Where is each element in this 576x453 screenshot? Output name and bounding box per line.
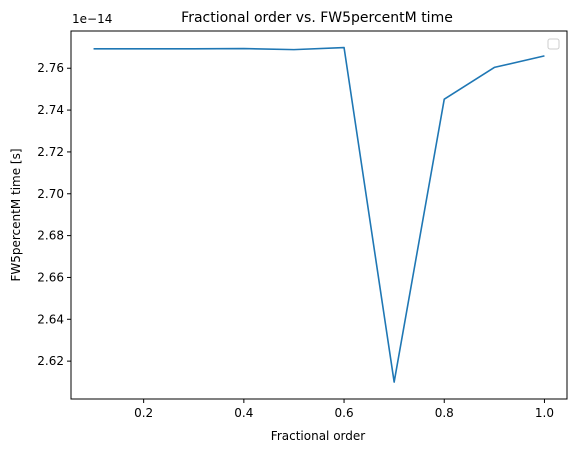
- x-tick-label: 0.8: [435, 406, 454, 420]
- x-tick-label: 0.2: [134, 406, 153, 420]
- y-axis-ticks: 2.62 2.64 2.66 2.68 2.70 2.72 2.74 2.76: [37, 61, 71, 368]
- x-axis-ticks: 0.2 0.4 0.6 0.8 1.0: [134, 399, 554, 420]
- series-line: [93, 46, 545, 383]
- y-tick-label: 2.64: [37, 312, 64, 326]
- y-tick-label: 2.74: [37, 103, 64, 117]
- legend-box: [547, 38, 560, 50]
- chart-title: Fractional order vs. FW5percentM time: [181, 10, 453, 26]
- x-axis-label: Fractional order: [271, 429, 365, 443]
- y-tick-label: 2.62: [37, 354, 64, 368]
- x-tick-label: 1.0: [535, 406, 554, 420]
- plot-frame: [70, 30, 568, 400]
- y-tick-label: 2.76: [37, 61, 64, 75]
- series-group: [93, 46, 545, 383]
- x-tick-label: 0.6: [335, 406, 354, 420]
- y-tick-label: 2.72: [37, 145, 64, 159]
- y-axis-offset-label: 1e−14: [72, 12, 112, 26]
- y-tick-label: 2.70: [37, 187, 64, 201]
- y-axis-label: FW5percentM time [s]: [9, 148, 23, 281]
- y-tick-label: 2.66: [37, 270, 64, 284]
- x-tick-label: 0.4: [234, 406, 253, 420]
- y-tick-label: 2.68: [37, 229, 64, 243]
